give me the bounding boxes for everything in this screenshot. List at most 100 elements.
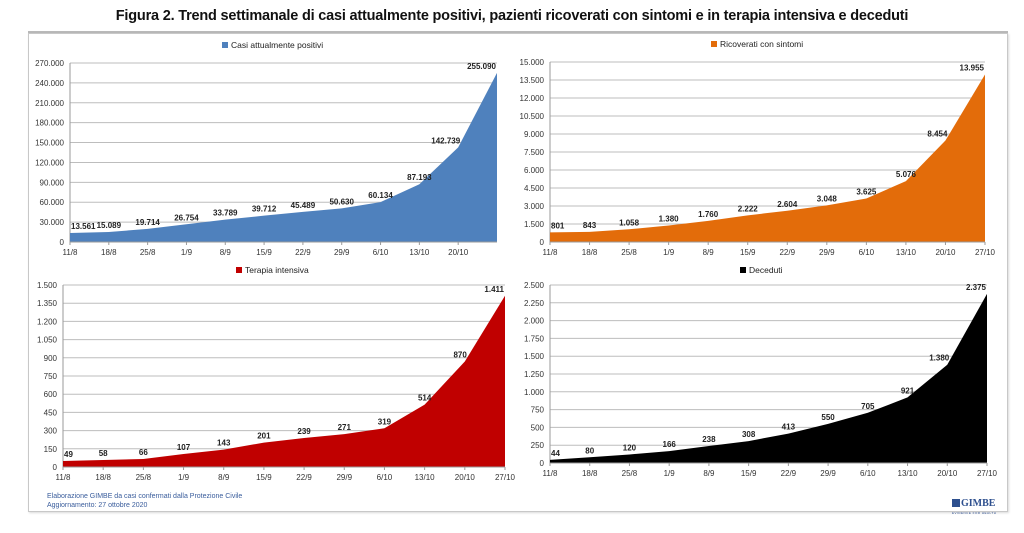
- y-tick-label: 15.000: [520, 58, 545, 67]
- y-tick-label: 300: [44, 427, 58, 436]
- x-tick-label: 20/10: [448, 248, 469, 257]
- x-tick-label: 11/8: [543, 248, 559, 257]
- data-label: 107: [177, 443, 191, 452]
- data-label: 514: [418, 394, 432, 403]
- y-tick-label: 150: [44, 445, 58, 454]
- data-label: 45.489: [291, 201, 316, 210]
- title-underline: [28, 31, 1008, 33]
- data-label: 87.193: [407, 173, 432, 182]
- data-label: 66: [139, 448, 148, 457]
- x-tick-label: 25/8: [140, 248, 156, 257]
- y-tick-label: 13.500: [520, 76, 545, 85]
- y-tick-label: 1.750: [524, 334, 545, 343]
- x-tick-label: 18/8: [101, 248, 117, 257]
- data-label: 319: [378, 417, 392, 426]
- x-tick-label: 15/9: [740, 248, 756, 257]
- y-tick-label: 6.000: [524, 166, 545, 175]
- footer-source: Elaborazione GIMBE da casi confermati da…: [47, 492, 242, 510]
- x-tick-label: 13/10: [896, 248, 917, 257]
- x-tick-label: 1/9: [664, 469, 676, 478]
- data-label: 58: [99, 449, 108, 458]
- x-tick-label: 6/10: [859, 248, 875, 257]
- y-tick-label: 60.000: [40, 198, 65, 207]
- legend-swatch: [236, 267, 242, 273]
- x-tick-label: 27/10: [977, 469, 998, 478]
- y-tick-label: 2.000: [524, 317, 545, 326]
- x-tick-label: 22/9: [295, 248, 311, 257]
- data-label: 3.625: [856, 188, 877, 197]
- y-tick-label: 600: [44, 390, 58, 399]
- data-label: 705: [861, 402, 875, 411]
- x-tick-label: 29/9: [336, 473, 352, 482]
- x-tick-label: 1/9: [178, 473, 190, 482]
- data-label: 550: [821, 413, 835, 422]
- x-tick-label: 13/10: [415, 473, 436, 482]
- data-label: 60.134: [368, 191, 393, 200]
- legend-swatch: [222, 42, 228, 48]
- data-label: 120: [623, 443, 637, 452]
- x-tick-label: 15/9: [256, 473, 272, 482]
- data-label: 801: [551, 221, 565, 230]
- y-tick-label: 0: [53, 463, 58, 472]
- x-tick-label: 11/8: [63, 248, 79, 257]
- x-tick-label: 22/9: [781, 469, 797, 478]
- x-tick-label: 6/10: [373, 248, 389, 257]
- x-tick-label: 27/10: [975, 248, 996, 257]
- legend-label: Deceduti: [749, 265, 783, 275]
- gimbe-logo: GIMBE EVIDENCE FOR HEALTH: [952, 494, 996, 515]
- x-tick-label: 8/9: [703, 469, 715, 478]
- y-tick-label: 150.000: [35, 139, 64, 148]
- x-tick-label: 1/9: [663, 248, 675, 257]
- x-tick-label: 1/9: [181, 248, 193, 257]
- x-tick-label: 13/10: [409, 248, 430, 257]
- y-tick-label: 12.000: [520, 94, 545, 103]
- y-tick-label: 30.000: [40, 218, 65, 227]
- y-tick-label: 750: [44, 372, 58, 381]
- data-label: 1.058: [619, 218, 640, 227]
- area-series: [550, 74, 985, 242]
- area-series: [63, 295, 505, 467]
- gimbe-logo-name: GIMBE: [961, 497, 996, 509]
- y-tick-label: 120.000: [35, 158, 64, 167]
- data-label: 2.222: [738, 204, 759, 213]
- x-tick-label: 25/8: [622, 469, 638, 478]
- y-tick-label: 270.000: [35, 59, 64, 68]
- legend-label: Terapia intensiva: [245, 265, 309, 275]
- y-tick-label: 1.200: [37, 317, 58, 326]
- y-tick-label: 1.500: [37, 281, 58, 290]
- data-label: 201: [257, 432, 271, 441]
- legend-swatch: [740, 267, 746, 273]
- data-label: 238: [702, 435, 716, 444]
- y-tick-label: 240.000: [35, 79, 64, 88]
- data-label: 239: [297, 427, 311, 436]
- data-label: 5.076: [896, 170, 917, 179]
- data-label: 49: [64, 450, 73, 459]
- x-tick-label: 8/9: [220, 248, 232, 257]
- data-label: 26.754: [174, 213, 199, 222]
- x-tick-label: 18/8: [582, 469, 598, 478]
- y-tick-label: 500: [531, 423, 545, 432]
- legend-label: Ricoverati con sintomi: [720, 39, 803, 49]
- y-tick-label: 900: [44, 354, 58, 363]
- data-label: 843: [583, 221, 597, 230]
- y-tick-label: 1.350: [37, 299, 58, 308]
- data-label: 39.712: [252, 205, 277, 214]
- area-series: [70, 72, 497, 242]
- x-tick-label: 8/9: [703, 248, 715, 257]
- legend-label: Casi attualmente positivi: [231, 40, 323, 50]
- x-tick-label: 29/9: [334, 248, 350, 257]
- x-tick-label: 20/10: [937, 469, 958, 478]
- y-tick-label: 0: [540, 459, 545, 468]
- data-label: 1.411: [484, 285, 504, 294]
- y-tick-label: 10.500: [520, 112, 545, 121]
- x-tick-label: 25/8: [621, 248, 637, 257]
- data-label: 33.789: [213, 209, 238, 218]
- y-tick-label: 2.500: [524, 281, 545, 290]
- figure-title: Figura 2. Trend settimanale di casi attu…: [115, 8, 909, 24]
- x-tick-label: 27/10: [495, 473, 516, 482]
- data-label: 13.955: [960, 64, 985, 73]
- x-tick-label: 29/9: [819, 248, 835, 257]
